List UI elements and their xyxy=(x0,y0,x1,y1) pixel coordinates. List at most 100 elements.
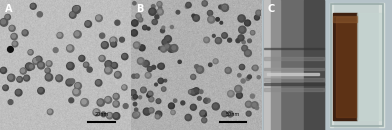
Circle shape xyxy=(12,41,18,47)
Circle shape xyxy=(67,62,74,70)
Circle shape xyxy=(135,43,138,47)
Bar xyxy=(267,73,319,75)
Circle shape xyxy=(170,104,172,107)
Circle shape xyxy=(166,37,169,40)
Circle shape xyxy=(204,37,209,43)
Circle shape xyxy=(73,6,80,13)
Circle shape xyxy=(222,33,227,38)
Circle shape xyxy=(139,96,142,99)
Circle shape xyxy=(114,72,121,78)
Circle shape xyxy=(185,5,189,8)
Circle shape xyxy=(240,64,245,70)
Circle shape xyxy=(145,109,148,113)
Circle shape xyxy=(149,8,156,15)
Text: 50nm: 50nm xyxy=(225,112,240,117)
Circle shape xyxy=(112,42,115,45)
Circle shape xyxy=(151,5,155,8)
Circle shape xyxy=(239,36,242,39)
Circle shape xyxy=(153,20,156,23)
Circle shape xyxy=(29,51,32,53)
Circle shape xyxy=(99,55,105,61)
Circle shape xyxy=(157,112,160,115)
Circle shape xyxy=(137,14,140,17)
Circle shape xyxy=(30,65,33,68)
Circle shape xyxy=(238,94,241,97)
Circle shape xyxy=(27,64,31,68)
Circle shape xyxy=(133,102,137,106)
Circle shape xyxy=(186,116,190,119)
Circle shape xyxy=(132,20,138,26)
Bar xyxy=(265,57,324,60)
Circle shape xyxy=(98,100,102,104)
Circle shape xyxy=(74,7,78,11)
Circle shape xyxy=(82,100,86,104)
Circle shape xyxy=(102,42,109,49)
Circle shape xyxy=(67,80,71,84)
Circle shape xyxy=(123,104,128,108)
Circle shape xyxy=(34,59,38,63)
Circle shape xyxy=(149,97,154,102)
Circle shape xyxy=(45,68,50,73)
Circle shape xyxy=(147,91,153,97)
Circle shape xyxy=(150,98,152,100)
Circle shape xyxy=(149,92,151,95)
Circle shape xyxy=(37,12,42,17)
Circle shape xyxy=(242,46,248,51)
Circle shape xyxy=(203,2,206,5)
Circle shape xyxy=(106,68,110,72)
Circle shape xyxy=(157,2,162,7)
Circle shape xyxy=(248,39,251,43)
Circle shape xyxy=(70,79,74,84)
Circle shape xyxy=(102,43,106,47)
Circle shape xyxy=(33,58,40,64)
Circle shape xyxy=(29,64,34,70)
Circle shape xyxy=(245,50,251,56)
Circle shape xyxy=(240,16,243,20)
Circle shape xyxy=(212,103,220,110)
Circle shape xyxy=(96,81,100,84)
Circle shape xyxy=(6,15,9,18)
Circle shape xyxy=(107,113,111,117)
Circle shape xyxy=(240,28,244,31)
Circle shape xyxy=(100,56,103,60)
Circle shape xyxy=(256,10,261,16)
Circle shape xyxy=(47,62,50,65)
Circle shape xyxy=(207,11,212,16)
Circle shape xyxy=(143,108,151,115)
Circle shape xyxy=(9,25,15,31)
Circle shape xyxy=(21,69,24,72)
Circle shape xyxy=(147,74,149,76)
Bar xyxy=(265,88,324,91)
Circle shape xyxy=(3,85,8,91)
Text: B: B xyxy=(136,4,143,14)
Text: C: C xyxy=(267,4,274,14)
Circle shape xyxy=(9,75,13,79)
Circle shape xyxy=(191,74,196,79)
Circle shape xyxy=(134,113,137,116)
Circle shape xyxy=(13,42,16,45)
Circle shape xyxy=(202,1,207,6)
Circle shape xyxy=(246,77,250,80)
Circle shape xyxy=(39,63,43,67)
Circle shape xyxy=(156,115,159,117)
Circle shape xyxy=(255,106,259,110)
Circle shape xyxy=(111,41,116,47)
Circle shape xyxy=(246,51,249,54)
Circle shape xyxy=(189,91,192,93)
Circle shape xyxy=(156,99,161,103)
Circle shape xyxy=(105,61,112,68)
Circle shape xyxy=(236,87,240,90)
Circle shape xyxy=(196,66,204,73)
Circle shape xyxy=(216,18,220,21)
Circle shape xyxy=(39,89,42,92)
Circle shape xyxy=(159,6,162,9)
Circle shape xyxy=(201,112,205,115)
Circle shape xyxy=(187,4,190,6)
Circle shape xyxy=(245,20,250,26)
Circle shape xyxy=(139,59,142,63)
Circle shape xyxy=(209,63,212,66)
Circle shape xyxy=(94,110,98,114)
Circle shape xyxy=(168,45,175,52)
Circle shape xyxy=(48,110,51,113)
Circle shape xyxy=(236,39,240,43)
